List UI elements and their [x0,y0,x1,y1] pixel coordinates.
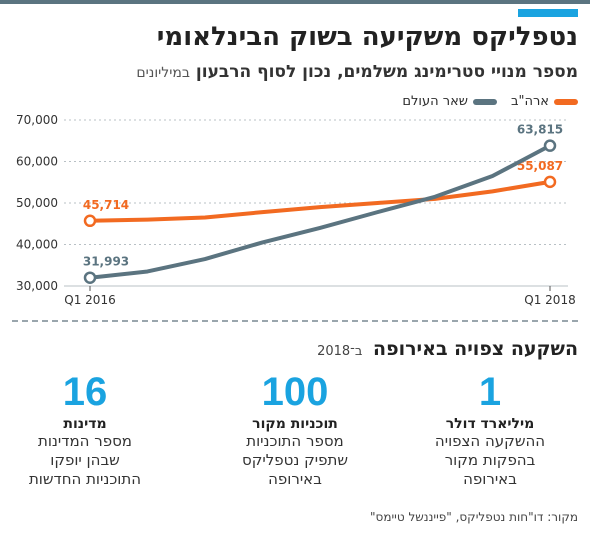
chart-subtitle: מספר מנויי סטרימינג משלמים, נכון לסוף הר… [136,62,578,82]
data-label-world-start: 31,993 [83,255,129,269]
y-tick-label: 40,000 [16,238,58,252]
stat-value: 1 [478,370,502,414]
investment-title-year: ב־2018 [317,344,363,359]
stat-description-line: שבהן יופקו [50,451,120,469]
series-line-world [88,143,552,280]
legend-label-world: שאר העולם [402,94,468,109]
stat-description-line: התוכניות החדשות [28,470,142,488]
stat-description-line: שתפיק נטפליקס [242,451,348,469]
stat-original-shows: 100 תוכניות מקור מספר התוכניות שתפיק נטפ… [210,370,380,489]
y-tick-label: 70,000 [16,113,58,127]
data-point-us-start [83,214,97,228]
legend-swatch-world [472,98,497,105]
legend-label-us: ארה"ב [510,94,549,109]
accent-bar [518,9,578,17]
section-divider [12,320,578,322]
stat-heading: מדינות [63,416,107,432]
legend-swatch-us [554,98,578,105]
x-tick-label: Q1 2018 [524,293,575,307]
y-tick-label: 50,000 [16,196,58,210]
stat-description-line: מספר המדינות [37,432,132,450]
stat-description-line: מספר התוכניות [246,432,344,450]
data-point-world-start [83,271,97,284]
line-chart: 70,000 60,000 50,000 40,000 30,000 Q1 2016 Q1 … [16,113,576,307]
data-point-world-end [543,139,557,152]
investment-title-text: השקעה צפויה באירופה [373,338,578,360]
page-title: נטפליקס משקיעה בשוק הבינלאומי [156,22,578,52]
stat-value: 100 [261,370,329,414]
source-note: מקור: דו"חות נטפליקס, "פייננשל טיימס" [370,510,578,524]
data-label-world-end: 63,815 [517,123,563,137]
x-tick-label: Q1 2016 [64,293,115,307]
investment-title: השקעה צפויה באירופה ב־2018 [317,338,578,360]
stat-description-line: ההשקעה הצפויה [434,432,546,450]
chart-legend: ארה"ב שאר העולם [402,94,578,109]
legend-item-us: ארה"ב [511,94,578,109]
y-tick-label: 30,000 [16,279,58,293]
y-tick-label: 60,000 [16,155,58,169]
stat-description-line: באירופה [268,470,322,488]
data-label-us-start: 45,714 [83,198,129,212]
stat-description-line: באירופה [463,470,517,488]
stat-heading: תוכניות מקור [252,416,338,432]
legend-item-world: שאר העולם [402,94,497,109]
subtitle-text: מספר מנויי סטרימינג משלמים, נכון לסוף הר… [195,62,578,82]
subtitle-unit: במיליונים [136,65,190,81]
stat-value: 16 [62,370,108,414]
data-label-us-end: 55,087 [517,159,563,173]
data-point-us-end [543,175,557,189]
series-line-us [88,179,552,223]
stat-countries: 16 מדינות מספר המדינות שבהן יופקו התוכני… [0,370,170,489]
stat-heading: מיליארד דולר [445,416,535,432]
stat-description-line: בהפקות מקור [444,451,536,469]
top-rule [0,0,590,4]
stat-billion-dollars: 1 מיליארד דולר ההשקעה הצפויה בהפקות מקור… [405,370,575,489]
